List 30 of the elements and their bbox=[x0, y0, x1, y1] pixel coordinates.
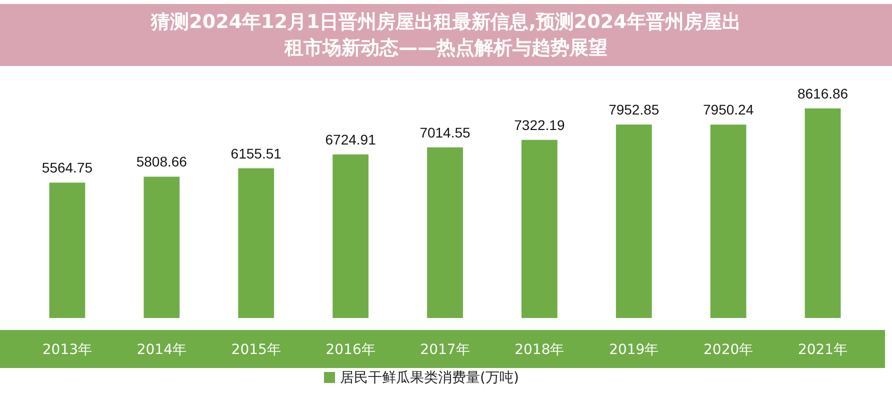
x-tick-label: 2020年 bbox=[704, 342, 754, 358]
x-tick-label: 2018年 bbox=[514, 342, 564, 358]
chart-title: 猜测2024年12月1日晋州房屋出租最新信息,预测2024年晋州房屋出租市场新动态——热点解析与趋势展望 bbox=[150, 11, 741, 59]
data-label: 7014.55 bbox=[420, 124, 471, 140]
bar bbox=[238, 168, 274, 318]
data-label: 6724.91 bbox=[325, 131, 376, 148]
x-tick-label: 2021年 bbox=[798, 342, 848, 358]
data-label: 8616.86 bbox=[797, 85, 848, 102]
bar bbox=[522, 140, 558, 318]
title: 猜测2024年12月1日晋州房屋出租最新信息,预测2024年晋州房屋出租市场新动态——热点解析与趋势展望 bbox=[0, 4, 892, 66]
x-tick-label: 2019年 bbox=[609, 342, 659, 358]
bar bbox=[616, 124, 652, 318]
bar bbox=[427, 147, 463, 318]
x-tick-label: 2015年 bbox=[231, 342, 281, 358]
x-tick-label: 2017年 bbox=[420, 342, 470, 358]
data-label: 7950.24 bbox=[703, 102, 754, 118]
bar bbox=[332, 154, 368, 318]
x-tick-label: 2016年 bbox=[326, 342, 376, 358]
data-label: 5808.66 bbox=[136, 154, 188, 170]
x-tick-label: 2014年 bbox=[136, 342, 186, 358]
bar bbox=[804, 108, 841, 318]
bar bbox=[710, 124, 746, 318]
data-label: 5564.75 bbox=[42, 160, 93, 176]
legend: 居民干鲜瓜果类消费量(万吨) bbox=[324, 370, 519, 386]
data-label: 7322.19 bbox=[514, 116, 565, 133]
bar bbox=[144, 176, 180, 318]
data-label: 6155.51 bbox=[230, 145, 282, 162]
data-label: 7952.85 bbox=[608, 102, 660, 118]
bar bbox=[49, 182, 86, 318]
x-tick-label: 2013年 bbox=[42, 342, 92, 358]
